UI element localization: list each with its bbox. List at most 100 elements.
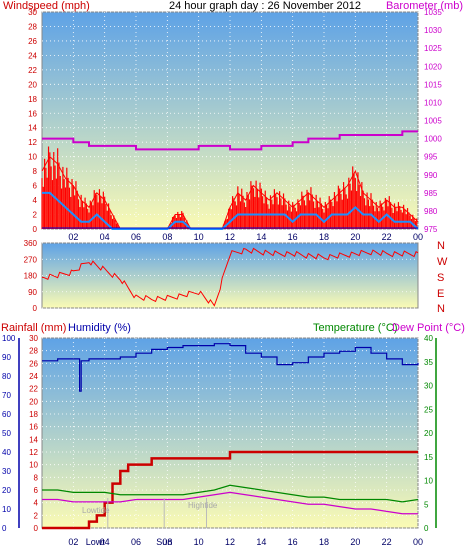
- wind-direction-line: [41, 247, 419, 307]
- wind-x-tick-label: 16: [288, 232, 298, 242]
- rain-panel: [41, 337, 419, 529]
- wind-y-tick-label: 22: [28, 66, 37, 75]
- humidity-y-tick-label: 0: [2, 524, 7, 533]
- rain-x-tick-label: 12: [225, 537, 235, 547]
- temp-y-tick-label: 10: [424, 477, 433, 486]
- dir-y-tick-label: 270: [24, 255, 38, 264]
- wind-x-tick-label: 22: [382, 232, 392, 242]
- rain-x-tick-label: 04: [100, 537, 110, 547]
- dir-y-tick-label: 360: [24, 239, 38, 248]
- rain-y-tick-label: 24: [29, 372, 38, 381]
- temperature-axis-label: Temperature (°C): [313, 322, 397, 334]
- rain-y-tick-label: 18: [29, 410, 38, 419]
- rain-x-tick-label: 06: [131, 537, 141, 547]
- dir-y-tick-label: 90: [28, 288, 37, 297]
- axis-ticks: 0246810121416182022242628309759809859909…: [2, 8, 442, 547]
- wind-x-tick-label: 14: [256, 232, 266, 242]
- windspeed-avg-line: [42, 191, 419, 230]
- rain-x-tick-label: 14: [256, 537, 266, 547]
- humidity-y-tick-label: 60: [2, 410, 11, 419]
- wind-x-tick-label: 02: [68, 232, 78, 242]
- humidity-y-tick-label: 30: [2, 467, 11, 476]
- chart-title: 24 hour graph day : 26 November 2012: [169, 0, 361, 12]
- rain-y-tick-label: 2: [34, 511, 39, 520]
- windspeed-line: [41, 155, 419, 230]
- dir-y-tick-label: 180: [24, 272, 38, 281]
- temp-y-tick-label: 25: [424, 405, 433, 414]
- wind-y-tick-label: 0: [33, 225, 38, 234]
- rain-y-tick-label: 6: [34, 486, 39, 495]
- baro-y-tick-label: 1010: [424, 98, 442, 107]
- rain-x-tick-label: 08: [162, 537, 172, 547]
- baro-y-tick-label: 980: [424, 207, 438, 216]
- temp-y-tick-label: 30: [424, 382, 433, 391]
- wind-y-tick-label: 8: [33, 167, 38, 176]
- rain-y-tick-label: 0: [34, 524, 39, 533]
- rain-y-tick-label: 22: [29, 385, 38, 394]
- dewpoint-axis-label: Dew Point (°C): [392, 322, 465, 334]
- dir-y-tick-label: 0: [33, 304, 38, 313]
- dir-label-s: S: [437, 272, 444, 284]
- rain-x-tick-label: Lowt: [86, 537, 106, 547]
- rain-y-tick-label: 8: [34, 473, 39, 482]
- barometer-axis-label: Barometer (mb): [386, 0, 463, 12]
- baro-y-tick-label: 1035: [424, 8, 442, 17]
- wind-x-tick-label: 00: [413, 232, 423, 242]
- wind-x-tick-label: 20: [350, 232, 360, 242]
- rain-y-tick-label: 16: [29, 423, 38, 432]
- baro-y-tick-label: 975: [424, 225, 438, 234]
- baro-y-tick-label: 985: [424, 189, 438, 198]
- humidity-y-tick-label: 90: [2, 353, 11, 362]
- wind-x-tick-label: 04: [100, 232, 110, 242]
- humidity-axis-label: Humidity (%): [68, 322, 131, 334]
- baro-y-tick-label: 1015: [424, 80, 442, 89]
- humidity-y-tick-label: 70: [2, 391, 11, 400]
- wind-y-tick-label: 24: [28, 51, 37, 60]
- grid-lines: [42, 11, 419, 529]
- rain-x-tick-label: 00: [413, 537, 423, 547]
- humidity-y-tick-label: 10: [2, 505, 11, 514]
- rain-x-tick-label: 10: [194, 537, 204, 547]
- temp-y-tick-label: 40: [424, 334, 433, 343]
- wind-x-tick-label: 12: [225, 232, 235, 242]
- baro-y-tick-label: 1005: [424, 117, 442, 126]
- rain-y-tick-label: 12: [29, 448, 38, 457]
- rain-x-tick-label: 02: [68, 537, 78, 547]
- rainfall-line: [42, 450, 418, 530]
- rain-y-tick-label: 30: [29, 334, 38, 343]
- baro-y-tick-label: 1020: [424, 62, 442, 71]
- temp-y-tick-label: 20: [424, 429, 433, 438]
- rain-y-tick-label: 10: [29, 461, 38, 470]
- baro-y-tick-label: 990: [424, 171, 438, 180]
- temp-y-tick-label: 0: [424, 524, 429, 533]
- dewpoint-line: [42, 491, 418, 515]
- wind-y-tick-label: 12: [28, 138, 37, 147]
- temp-y-tick-label: 35: [424, 358, 433, 367]
- wind-x-tick-label: 08: [162, 232, 172, 242]
- dir-label-e: E: [437, 288, 444, 300]
- dir-label-n-bottom: N: [437, 303, 445, 315]
- wind-x-tick-label: 10: [194, 232, 204, 242]
- rain-y-tick-label: 28: [29, 347, 38, 356]
- temp-y-tick-label: 15: [424, 453, 433, 462]
- rain-x-tick-label: 22: [382, 537, 392, 547]
- wind-y-tick-label: 26: [28, 37, 37, 46]
- wind-y-tick-label: 20: [28, 80, 37, 89]
- humidity-y-tick-label: 100: [2, 334, 16, 343]
- wind-y-tick-label: 14: [28, 124, 37, 133]
- wind-y-tick-label: 4: [33, 196, 38, 205]
- humidity-y-tick-label: 40: [2, 448, 11, 457]
- temp-y-tick-label: 5: [424, 500, 429, 509]
- rain-x-tick-label: Sun: [156, 537, 172, 547]
- wind-x-tick-label: 18: [319, 232, 329, 242]
- baro-y-tick-label: 1030: [424, 26, 442, 35]
- wind-y-tick-label: 18: [28, 95, 37, 104]
- rain-x-tick-label: 20: [350, 537, 360, 547]
- humidity-line: [42, 343, 419, 392]
- rainfall-axis-label: Rainfall (mm): [1, 322, 66, 334]
- humidity-y-tick-label: 80: [2, 372, 11, 381]
- windspeed-axis-label: Windspeed (mph): [3, 0, 90, 12]
- rain-y-tick-label: 4: [34, 499, 39, 508]
